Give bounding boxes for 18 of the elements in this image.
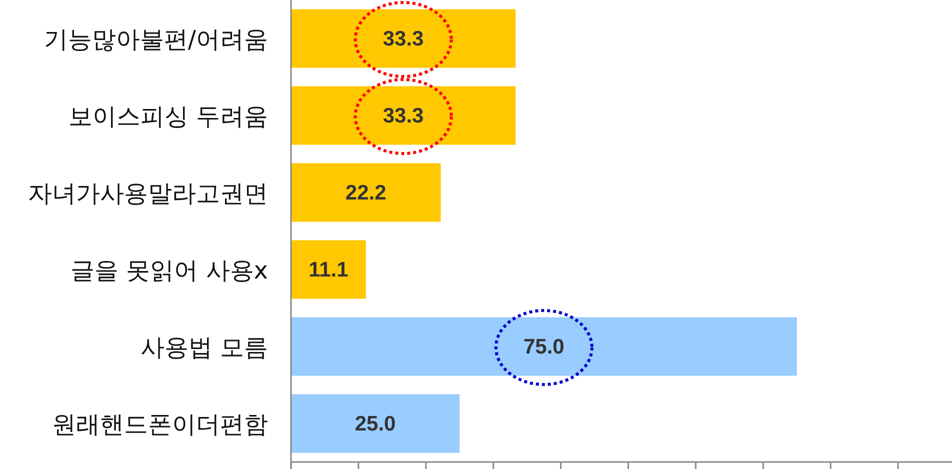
y-tick-label: 자녀가사용말라고권면: [28, 180, 268, 208]
bar: [291, 163, 441, 222]
y-tick-label: 원래핸드폰이더편함: [52, 410, 268, 438]
bar: [291, 394, 460, 453]
data-label: 33.3: [382, 104, 424, 128]
y-tick-label: 글을 못읽어 사용x: [70, 256, 268, 284]
y-tick-label: 기능많아불편/어려움: [44, 26, 268, 54]
bar: [291, 9, 516, 68]
data-label: 11.1: [308, 258, 349, 282]
bar: [291, 317, 797, 376]
y-tick-label: 사용법 모름: [140, 334, 268, 362]
data-label: 33.3: [382, 28, 424, 50]
bar: [291, 240, 366, 299]
data-label: 75.0: [523, 336, 564, 358]
y-tick-label: 보이스피싱 두려움: [68, 102, 268, 130]
data-label: 25.0: [354, 412, 396, 436]
bar: [291, 86, 516, 145]
data-label: 22.2: [345, 182, 386, 204]
